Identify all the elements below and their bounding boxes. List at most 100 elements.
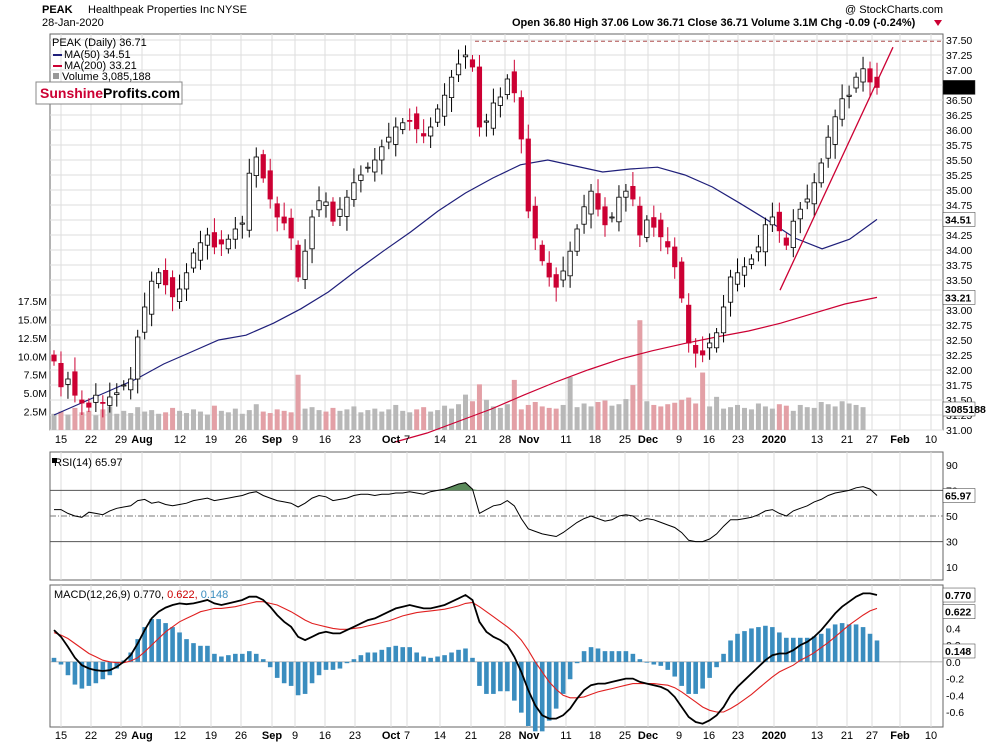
macd-histogram-bar: [351, 659, 357, 662]
candle-body: [169, 277, 176, 298]
macd-histogram-bar: [853, 624, 859, 662]
macd-histogram-bar: [602, 651, 608, 662]
volume-bar: [686, 397, 692, 430]
date-label-top: 9: [676, 434, 682, 446]
macd-tick-label: 0.4: [946, 623, 961, 635]
macd-histogram-bar: [770, 627, 775, 662]
macd-histogram-bar: [553, 661, 559, 709]
watermark-box: [35, 81, 183, 105]
candle-body: [776, 211, 782, 232]
hist-last-label-box: [942, 643, 976, 659]
candle-body: [769, 216, 775, 226]
volume-bar: [456, 404, 462, 430]
candle-body: [581, 206, 587, 225]
macd-histogram-bar: [246, 651, 252, 662]
date-label-top: 9: [292, 434, 298, 446]
macd-histogram-bar: [749, 628, 754, 662]
volume-bar: [177, 410, 183, 430]
candle-body: [860, 68, 866, 83]
macd-histogram-bar: [288, 661, 294, 686]
macd-histogram-bar: [149, 619, 154, 662]
macd-histogram-bar: [763, 625, 768, 662]
candle-body: [511, 71, 517, 94]
volume-tick-label: 2.5M: [24, 407, 47, 419]
macd-histogram-bar: [233, 653, 238, 662]
volume-bar: [748, 409, 754, 430]
candle-body: [616, 196, 622, 223]
macd-histogram-bar: [609, 651, 615, 662]
macd-histogram-bar: [379, 649, 385, 662]
date-label-bottom: 2020: [762, 730, 786, 742]
macd-histogram-bar: [756, 627, 761, 662]
date-label-bottom: 11: [560, 730, 571, 742]
price-tick-label: 35.25: [946, 170, 972, 182]
macd-histogram-bar: [505, 661, 510, 692]
volume-price-label: 3085188: [945, 404, 986, 416]
macd-histogram-bar: [267, 661, 273, 668]
volume-bar: [435, 410, 441, 430]
macd-histogram-bar: [72, 661, 78, 685]
macd-histogram-bar: [428, 657, 433, 662]
macd-histogram-bar: [567, 661, 573, 680]
date-label-bottom: 18: [589, 730, 601, 742]
volume-bar: [351, 406, 357, 430]
volume-bar: [135, 407, 141, 430]
watermark-part: Sunshine: [40, 85, 103, 101]
volume-bar: [295, 374, 301, 430]
legend-main: PEAK (Daily) 36.71: [52, 37, 147, 49]
volume-bar: [539, 406, 545, 430]
volume-bar: [741, 407, 747, 430]
volume-bar: [672, 402, 678, 430]
volume-bar: [860, 407, 866, 430]
date-label-bottom: 15: [55, 730, 67, 742]
candle-body: [414, 113, 420, 130]
date-label-top: 23: [349, 434, 361, 446]
candle-body: [609, 216, 615, 219]
volume-bar: [811, 407, 817, 430]
date-label-top: Feb: [890, 434, 910, 446]
macd-histogram-bar: [637, 659, 643, 662]
watermark-part: Profits: [103, 85, 148, 101]
date-label-bottom: 26: [235, 730, 247, 742]
candle-body: [700, 350, 706, 356]
candle-body: [623, 190, 629, 198]
candle-body: [302, 250, 308, 280]
candle-body: [121, 384, 127, 387]
date-label-top: 16: [703, 434, 715, 446]
date-label-bottom: Sep: [262, 730, 282, 742]
price-tick-label: 35.50: [946, 155, 972, 167]
volume-bar: [274, 409, 280, 430]
candle-body: [421, 133, 427, 137]
candle-body: [267, 170, 273, 200]
volume-bar: [839, 401, 845, 430]
date-label-top: 21: [465, 434, 477, 446]
macd-histogram-bar: [135, 639, 140, 662]
volume-bar: [609, 405, 615, 430]
candle-body: [846, 94, 852, 97]
macd-histogram-bar: [707, 661, 712, 678]
volume-bar: [532, 402, 538, 430]
volume-bar: [114, 413, 120, 430]
macd-histogram-bar: [386, 647, 392, 662]
macd-histogram-bar: [344, 661, 350, 664]
macd-histogram-bar: [525, 661, 531, 726]
volume-bar: [483, 399, 489, 430]
candle-body: [323, 201, 329, 206]
macd-last-label: 0.770: [945, 590, 971, 602]
candle-body: [72, 371, 78, 396]
candle-body: [560, 270, 566, 281]
candle-body: [274, 203, 280, 218]
candle-body: [386, 136, 392, 143]
volume-tick-label: 7.5M: [24, 370, 47, 382]
volume-bar: [372, 408, 378, 430]
ma50-line: [53, 159, 878, 416]
macd-histogram-bar: [114, 661, 120, 669]
volume-bar: [818, 402, 824, 430]
ma200-price-label: 33.21: [945, 292, 971, 304]
macd-histogram-bar: [679, 661, 685, 686]
volume-bar: [630, 385, 636, 430]
macd-histogram-bar: [532, 661, 538, 732]
macd-histogram-bar: [735, 633, 740, 662]
volume-bar: [107, 406, 113, 430]
